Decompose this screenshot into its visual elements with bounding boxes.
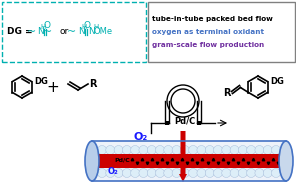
Circle shape [172,169,181,177]
Circle shape [180,146,189,154]
Circle shape [180,169,189,177]
Circle shape [213,169,223,177]
Text: Pd/C: Pd/C [114,157,130,163]
Text: oxygen as terminal oxidant: oxygen as terminal oxidant [152,29,264,35]
Text: O: O [84,22,91,30]
Text: ~: ~ [67,27,77,37]
Circle shape [164,169,173,177]
Circle shape [139,169,148,177]
Ellipse shape [281,154,287,168]
Text: DG: DG [270,77,284,85]
Text: DG =: DG = [7,28,33,36]
Circle shape [230,146,239,154]
Circle shape [205,146,214,154]
Circle shape [222,169,231,177]
Circle shape [131,146,140,154]
Text: N: N [88,28,95,36]
Circle shape [147,146,156,154]
Circle shape [171,89,195,113]
Text: R: R [223,88,231,98]
Text: H: H [40,24,45,30]
Bar [197,121,201,125]
Circle shape [197,169,206,177]
Text: O: O [43,22,50,30]
Circle shape [155,169,165,177]
Text: +: + [47,80,59,94]
Polygon shape [94,154,284,168]
Text: ~: ~ [26,27,36,37]
Circle shape [197,146,206,154]
Circle shape [155,146,165,154]
Ellipse shape [279,141,293,181]
FancyBboxPatch shape [147,2,295,61]
Text: N: N [37,28,44,36]
Text: DG: DG [34,77,48,85]
Circle shape [139,146,148,154]
Text: N: N [78,28,85,36]
Text: O₂: O₂ [108,167,119,177]
Text: Pd/C: Pd/C [174,117,196,126]
Circle shape [189,169,198,177]
Circle shape [106,169,115,177]
Text: gram-scale flow production: gram-scale flow production [152,42,264,48]
Circle shape [131,169,140,177]
Circle shape [263,146,272,154]
Circle shape [247,146,256,154]
Circle shape [255,146,264,154]
Circle shape [205,169,214,177]
FancyBboxPatch shape [1,2,146,61]
Circle shape [238,146,247,154]
Circle shape [247,169,256,177]
Text: H: H [93,24,98,30]
Bar [165,121,169,125]
Circle shape [213,146,223,154]
Text: ~: ~ [42,27,52,37]
Circle shape [230,169,239,177]
Circle shape [122,169,131,177]
Circle shape [164,146,173,154]
Ellipse shape [85,141,99,181]
Circle shape [122,146,131,154]
Circle shape [255,169,264,177]
Circle shape [189,146,198,154]
Circle shape [271,146,281,154]
Circle shape [97,169,107,177]
Text: O₂: O₂ [134,132,148,142]
Circle shape [238,169,247,177]
Text: R: R [89,79,96,89]
Polygon shape [179,131,187,182]
Text: or: or [60,28,69,36]
Circle shape [222,146,231,154]
Circle shape [172,146,181,154]
Ellipse shape [91,154,97,168]
Circle shape [97,146,107,154]
Polygon shape [92,141,286,181]
Circle shape [271,169,281,177]
Circle shape [147,169,156,177]
Text: tube-in-tube packed bed flow: tube-in-tube packed bed flow [152,16,273,22]
Circle shape [263,169,272,177]
Text: H: H [81,24,86,30]
Text: OMe: OMe [94,28,113,36]
Circle shape [114,146,123,154]
Circle shape [106,146,115,154]
Circle shape [114,169,123,177]
